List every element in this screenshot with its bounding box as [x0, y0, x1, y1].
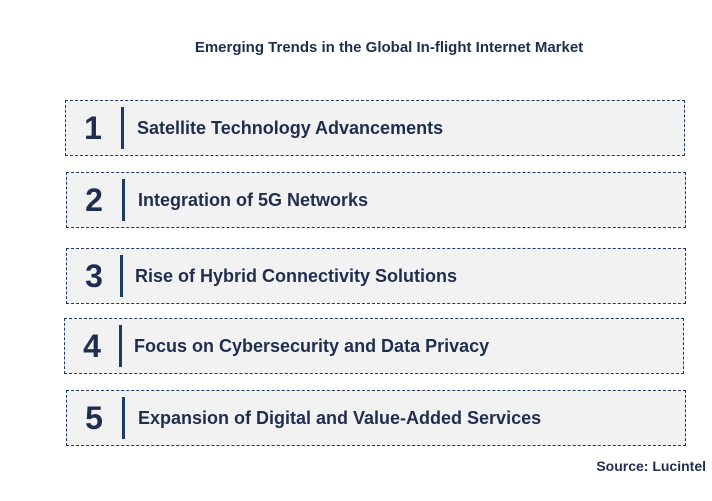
- trend-label-4: Focus on Cybersecurity and Data Privacy: [134, 335, 490, 356]
- trend-divider-4: [119, 325, 122, 367]
- trend-divider-2: [122, 179, 125, 221]
- trend-label-3: Rise of Hybrid Connectivity Solutions: [135, 265, 458, 286]
- trend-row-3: 3 Rise of Hybrid Connectivity Solutions: [66, 248, 686, 304]
- diagram-title: Emerging Trends in the Global In-flight …: [194, 39, 584, 56]
- trend-divider-5: [122, 397, 125, 439]
- trend-number-5: 5: [85, 399, 103, 436]
- trend-divider-3: [120, 255, 123, 297]
- trend-number-1: 1: [84, 109, 102, 146]
- trend-label-2: Integration of 5G Networks: [138, 189, 369, 210]
- trend-number-3: 3: [85, 257, 103, 294]
- trend-divider-1: [121, 107, 124, 149]
- trend-row-4: 4 Focus on Cybersecurity and Data Privac…: [64, 318, 684, 374]
- trend-label-5: Expansion of Digital and Value-Added Ser…: [138, 407, 542, 428]
- trend-row-5: 5 Expansion of Digital and Value-Added S…: [66, 390, 686, 446]
- trend-number-4: 4: [83, 327, 101, 364]
- trend-number-2: 2: [85, 181, 103, 218]
- trend-row-1: 1 Satellite Technology Advancements: [65, 100, 685, 156]
- trend-row-2: 2 Integration of 5G Networks: [66, 172, 686, 228]
- source-note: Source: Lucintel: [596, 458, 706, 474]
- trend-label-1: Satellite Technology Advancements: [137, 117, 444, 138]
